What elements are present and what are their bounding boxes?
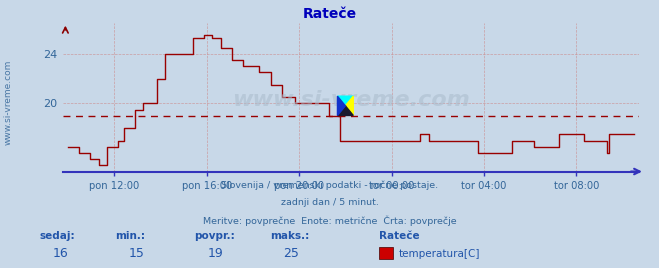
Text: 19: 19 — [208, 247, 223, 260]
Polygon shape — [345, 96, 353, 116]
Text: www.si-vreme.com: www.si-vreme.com — [232, 90, 470, 110]
Text: sedaj:: sedaj: — [40, 231, 75, 241]
Text: Meritve: povprečne  Enote: metrične  Črta: povprečje: Meritve: povprečne Enote: metrične Črta:… — [203, 216, 456, 226]
Polygon shape — [337, 106, 353, 116]
Text: www.si-vreme.com: www.si-vreme.com — [3, 59, 13, 144]
Polygon shape — [337, 96, 345, 116]
Text: Slovenija / vremenski podatki - ročne postaje.: Slovenija / vremenski podatki - ročne po… — [221, 181, 438, 190]
Polygon shape — [337, 96, 353, 106]
Text: 15: 15 — [129, 247, 144, 260]
Text: maks.:: maks.: — [270, 231, 310, 241]
Text: temperatura[C]: temperatura[C] — [399, 249, 480, 259]
Text: Rateče: Rateče — [302, 7, 357, 21]
Text: zadnji dan / 5 minut.: zadnji dan / 5 minut. — [281, 198, 378, 207]
Text: 16: 16 — [53, 247, 69, 260]
Text: povpr.:: povpr.: — [194, 231, 235, 241]
Text: Rateče: Rateče — [379, 231, 420, 241]
Text: min.:: min.: — [115, 231, 146, 241]
Text: 25: 25 — [283, 247, 299, 260]
